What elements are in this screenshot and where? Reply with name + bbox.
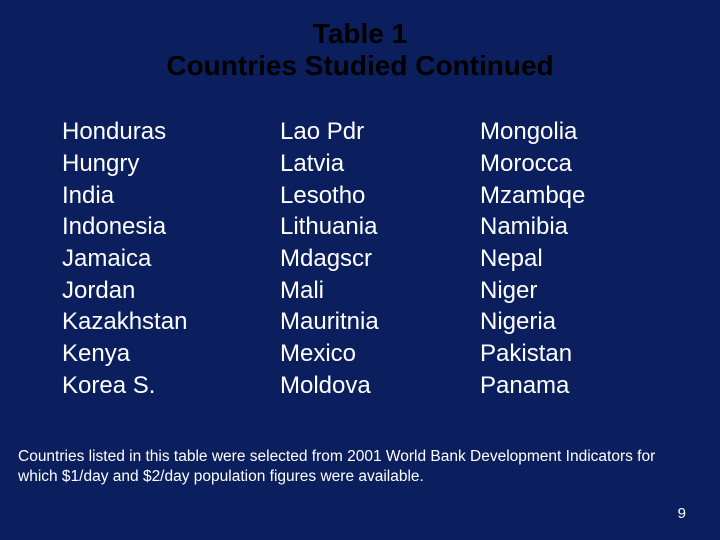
list-item: Mongolia bbox=[480, 116, 660, 148]
column-1: Honduras Hungry India Indonesia Jamaica … bbox=[62, 116, 280, 401]
list-item: Mauritnia bbox=[280, 306, 480, 338]
list-item: Jordan bbox=[62, 275, 280, 307]
list-item: India bbox=[62, 180, 280, 212]
list-item: Lao Pdr bbox=[280, 116, 480, 148]
list-item: Mali bbox=[280, 275, 480, 307]
list-item: Indonesia bbox=[62, 211, 280, 243]
title-line-2: Countries Studied Continued bbox=[40, 50, 680, 82]
list-item: Nepal bbox=[480, 243, 660, 275]
list-item: Mdagscr bbox=[280, 243, 480, 275]
list-item: Namibia bbox=[480, 211, 660, 243]
title-line-1: Table 1 bbox=[40, 18, 680, 50]
column-3: Mongolia Morocca Mzambqe Namibia Nepal N… bbox=[480, 116, 660, 401]
list-item: Panama bbox=[480, 370, 660, 402]
list-item: Morocca bbox=[480, 148, 660, 180]
list-item: Pakistan bbox=[480, 338, 660, 370]
list-item: Nigeria bbox=[480, 306, 660, 338]
list-item: Mzambqe bbox=[480, 180, 660, 212]
list-item: Jamaica bbox=[62, 243, 280, 275]
page-number: 9 bbox=[678, 505, 686, 522]
country-columns: Honduras Hungry India Indonesia Jamaica … bbox=[40, 116, 680, 401]
list-item: Kenya bbox=[62, 338, 280, 370]
list-item: Lithuania bbox=[280, 211, 480, 243]
list-item: Niger bbox=[480, 275, 660, 307]
list-item: Kazakhstan bbox=[62, 306, 280, 338]
list-item: Latvia bbox=[280, 148, 480, 180]
column-2: Lao Pdr Latvia Lesotho Lithuania Mdagscr… bbox=[280, 116, 480, 401]
footnote-text: Countries listed in this table were sele… bbox=[18, 447, 690, 486]
list-item: Korea S. bbox=[62, 370, 280, 402]
list-item: Honduras bbox=[62, 116, 280, 148]
list-item: Lesotho bbox=[280, 180, 480, 212]
list-item: Mexico bbox=[280, 338, 480, 370]
list-item: Hungry bbox=[62, 148, 280, 180]
slide: Table 1 Countries Studied Continued Hond… bbox=[0, 0, 720, 540]
title-block: Table 1 Countries Studied Continued bbox=[40, 18, 680, 82]
list-item: Moldova bbox=[280, 370, 480, 402]
